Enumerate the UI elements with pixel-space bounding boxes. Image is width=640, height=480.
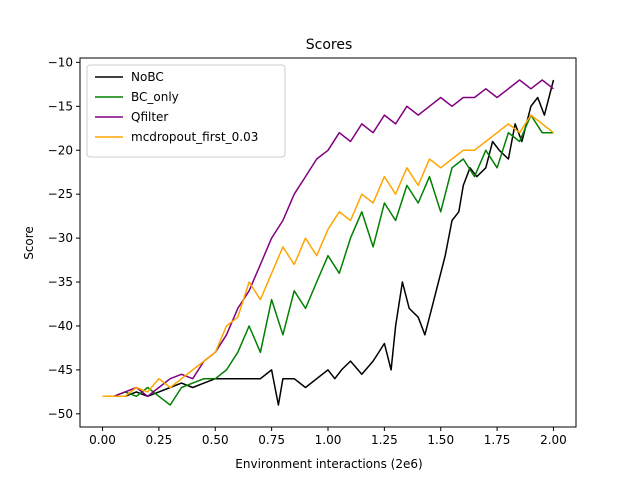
series-line-qfilter (102, 79, 554, 398)
y-tick-label: −15 (48, 99, 73, 113)
y-tick-label: −45 (48, 363, 73, 377)
x-axis-label: Environment interactions (2e6) (235, 457, 422, 471)
x-tick-label: 0.00 (89, 433, 116, 447)
x-tick-label: 0.50 (202, 433, 229, 447)
y-tick-label: −35 (48, 275, 73, 289)
x-tick-label: 1.75 (484, 433, 511, 447)
y-tick-label: −25 (48, 187, 73, 201)
chart-title: Scores (306, 37, 353, 53)
x-axis-ticks: 0.00 0.25 0.50 0.75 1.00 1.25 1.50 1.75 2.00 (89, 427, 567, 447)
y-tick-label: −50 (48, 407, 73, 421)
legend-box (86, 64, 286, 158)
y-tick-label: −20 (48, 143, 73, 157)
x-tick-label: 1.50 (427, 433, 454, 447)
x-tick-label: 1.00 (315, 433, 342, 447)
y-axis-label: Score (22, 226, 36, 260)
series-line-mcdropout-first-0-03 (102, 114, 554, 398)
plot-series (102, 79, 555, 406)
legend-label: mcdropout_first_0.03 (131, 130, 258, 144)
legend: NoBC BC_only Qfilter mcdropout_first_0.03 (86, 64, 286, 158)
legend-label: Qfilter (131, 110, 168, 124)
legend-label: BC_only (131, 90, 179, 104)
series-line-nobc (102, 79, 555, 406)
y-tick-label: −40 (48, 319, 73, 333)
x-tick-label: 0.75 (258, 433, 285, 447)
y-axis-ticks: −50 −45 −40 −35 −30 −25 −20 −15 −10 (48, 55, 80, 421)
x-tick-label: 0.25 (146, 433, 173, 447)
series-line-bc-only (102, 114, 554, 406)
x-tick-label: 2.00 (540, 433, 567, 447)
legend-label: NoBC (131, 70, 164, 84)
y-tick-label: −10 (48, 55, 73, 69)
x-tick-label: 1.25 (371, 433, 398, 447)
y-tick-label: −30 (48, 231, 73, 245)
